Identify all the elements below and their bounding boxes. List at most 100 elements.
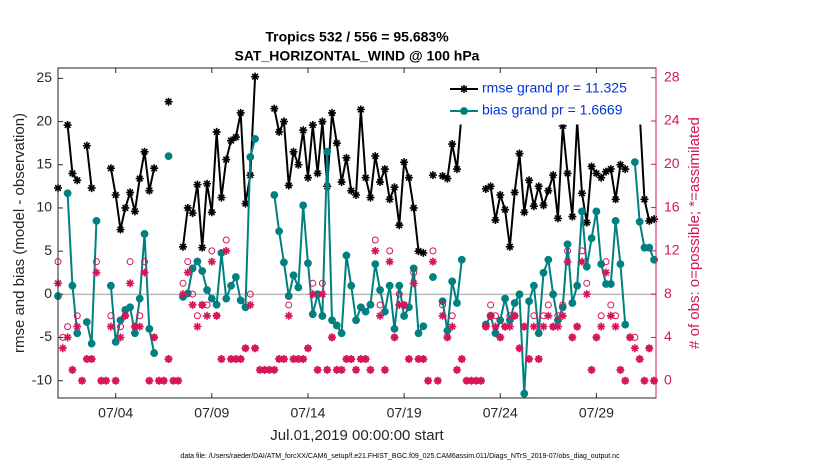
asterisk-marker bbox=[284, 181, 293, 190]
circle-marker bbox=[385, 281, 394, 290]
asterisk-marker bbox=[438, 311, 447, 320]
asterisk-marker bbox=[390, 183, 399, 192]
asterisk-marker bbox=[592, 333, 601, 342]
asterisk-marker bbox=[241, 199, 250, 208]
circle-marker bbox=[414, 329, 423, 338]
asterisk-marker bbox=[611, 195, 620, 204]
asterisk-marker bbox=[294, 160, 303, 169]
asterisk-marker bbox=[534, 355, 543, 364]
asterisk-marker bbox=[404, 355, 413, 364]
asterisk-marker bbox=[97, 376, 106, 385]
circle-marker bbox=[111, 337, 120, 346]
asterisk-marker bbox=[621, 165, 630, 174]
circle-marker bbox=[227, 281, 235, 290]
asterisk-marker bbox=[150, 333, 159, 342]
asterisk-marker bbox=[630, 344, 639, 353]
asterisk-marker bbox=[217, 355, 226, 364]
asterisk-marker bbox=[227, 136, 236, 145]
asterisk-marker bbox=[558, 311, 567, 320]
asterisk-marker bbox=[563, 257, 572, 266]
open-circle-marker bbox=[222, 236, 230, 244]
circle-marker bbox=[592, 207, 601, 216]
asterisk-marker bbox=[496, 190, 505, 199]
asterisk-marker bbox=[328, 333, 337, 342]
asterisk-marker bbox=[443, 333, 452, 342]
asterisk-marker bbox=[438, 171, 447, 180]
asterisk-marker bbox=[356, 355, 365, 364]
asterisk-marker bbox=[462, 376, 471, 385]
circle-marker bbox=[515, 290, 524, 299]
open-circle-marker bbox=[583, 279, 591, 287]
asterisk-marker bbox=[178, 290, 187, 299]
asterisk-marker bbox=[390, 333, 399, 342]
legend-label: rmse grand pr = 11.325 bbox=[482, 80, 627, 96]
asterisk-marker bbox=[299, 126, 308, 135]
open-circle-marker bbox=[386, 247, 394, 255]
asterisk-marker bbox=[140, 147, 149, 156]
circle-marker bbox=[520, 389, 529, 398]
asterisk-marker bbox=[549, 171, 558, 180]
asterisk-marker bbox=[577, 189, 586, 198]
asterisk-marker bbox=[308, 121, 317, 130]
circle-marker bbox=[611, 217, 620, 225]
circle-marker bbox=[587, 234, 596, 243]
y2-axis-label: # of obs: o=possible; *=assimilated bbox=[686, 117, 703, 349]
asterisk-marker bbox=[73, 322, 82, 331]
asterisk-marker bbox=[380, 165, 389, 174]
asterisk-marker bbox=[212, 311, 221, 320]
asterisk-marker bbox=[520, 322, 529, 331]
asterisk-marker bbox=[279, 355, 288, 364]
asterisk-marker bbox=[539, 322, 548, 331]
asterisk-marker bbox=[154, 376, 163, 385]
circle-marker bbox=[356, 303, 365, 312]
circle-marker bbox=[332, 321, 341, 330]
asterisk-marker bbox=[203, 311, 212, 320]
circle-marker bbox=[448, 277, 457, 286]
circle-marker bbox=[328, 316, 336, 325]
circle-marker bbox=[251, 134, 259, 143]
asterisk-marker bbox=[188, 209, 197, 218]
asterisk-marker bbox=[303, 344, 312, 353]
circle-marker bbox=[460, 107, 468, 115]
asterisk-marker bbox=[491, 216, 500, 225]
asterisk-marker bbox=[183, 203, 192, 212]
asterisk-marker bbox=[289, 147, 298, 156]
circle-marker bbox=[616, 260, 625, 268]
asterisk-marker bbox=[251, 72, 260, 81]
open-circle-marker bbox=[184, 258, 192, 266]
y-tick-label: 10 bbox=[36, 199, 52, 215]
circle-marker bbox=[106, 281, 115, 290]
asterisk-marker bbox=[135, 322, 144, 331]
circle-marker bbox=[308, 310, 317, 319]
asterisk-marker bbox=[549, 322, 558, 331]
asterisk-marker bbox=[428, 257, 437, 266]
circle-marker bbox=[203, 286, 211, 294]
asterisk-marker bbox=[347, 355, 356, 364]
x-tick-label: 07/04 bbox=[98, 405, 133, 421]
asterisk-marker bbox=[371, 246, 380, 255]
asterisk-marker bbox=[376, 178, 385, 187]
circle-marker bbox=[630, 158, 639, 167]
y-tick-label: 0 bbox=[44, 285, 52, 301]
open-circle-marker bbox=[487, 301, 495, 309]
open-circle-marker bbox=[64, 323, 72, 331]
asterisk-marker bbox=[626, 333, 635, 342]
asterisk-marker bbox=[116, 333, 125, 342]
asterisk-marker bbox=[616, 365, 625, 374]
asterisk-marker bbox=[505, 322, 514, 331]
legend-box bbox=[445, 75, 647, 125]
asterisk-marker bbox=[361, 355, 370, 364]
circle-marker bbox=[501, 294, 509, 303]
asterisk-marker bbox=[496, 333, 505, 342]
asterisk-marker bbox=[126, 279, 135, 288]
asterisk-marker bbox=[481, 322, 490, 331]
circle-marker bbox=[390, 324, 399, 333]
open-circle-marker bbox=[246, 290, 254, 298]
x-tick-label: 07/19 bbox=[387, 405, 422, 421]
asterisk-marker bbox=[188, 300, 197, 309]
asterisk-marker bbox=[505, 242, 514, 251]
circle-marker bbox=[568, 299, 577, 307]
asterisk-marker bbox=[606, 311, 615, 320]
circle-marker bbox=[236, 296, 245, 305]
open-circle-marker bbox=[285, 301, 293, 309]
